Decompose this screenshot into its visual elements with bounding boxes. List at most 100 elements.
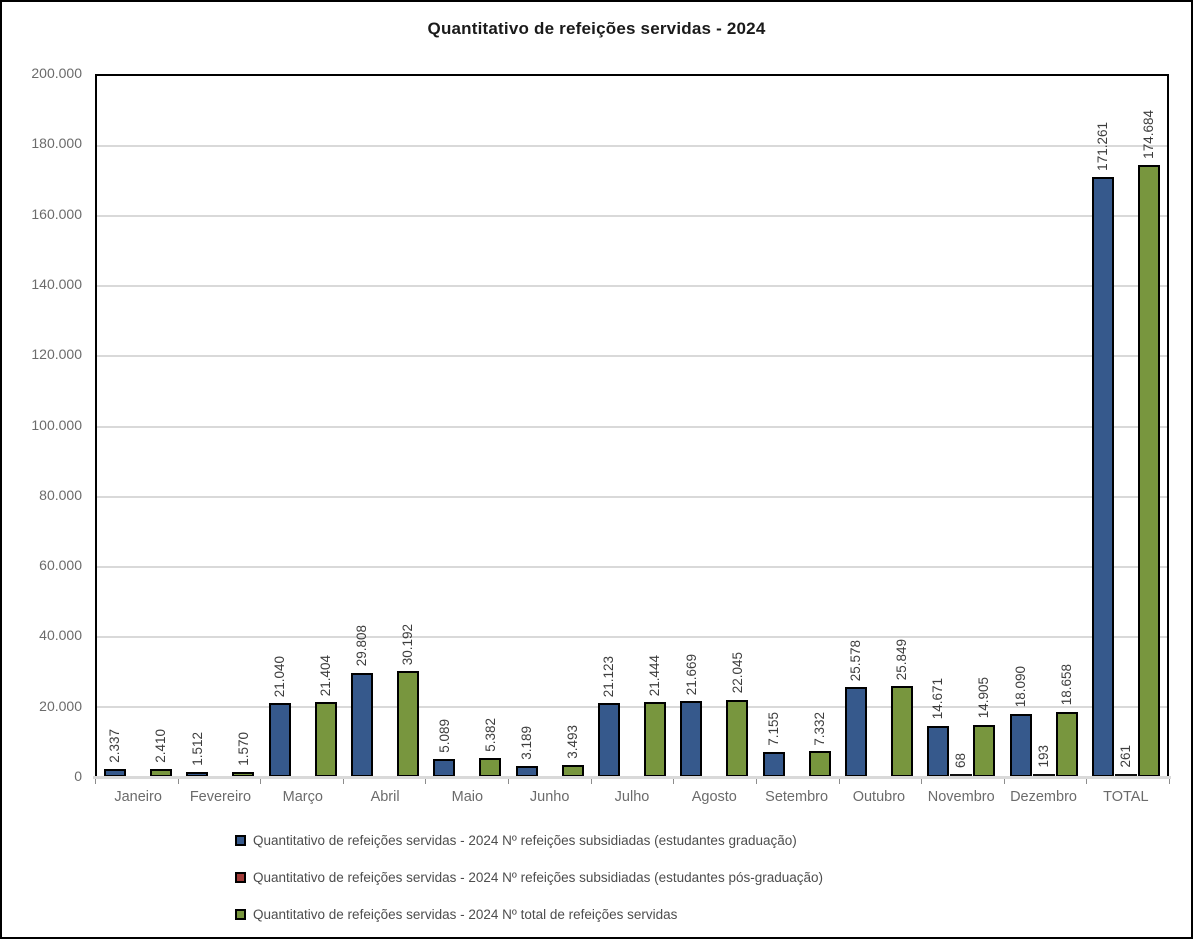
bar-label: 22.045 [727, 652, 747, 693]
bar-label: 21.669 [681, 654, 701, 695]
bar-junho-series3 [561, 764, 584, 777]
x-axis-label-dezembro: Dezembro [1010, 789, 1077, 805]
bar-label-text: 22.045 [729, 652, 745, 694]
gridline [97, 355, 1167, 358]
bar-label-text: 68 [953, 752, 969, 768]
x-axis-label-janeiro: Janeiro [114, 789, 162, 805]
legend-marker-icon [235, 834, 246, 846]
bar-label-text: 3.189 [518, 726, 534, 760]
bar-fevereiro-series1 [186, 771, 209, 777]
bar-maio-series3 [479, 758, 502, 777]
bar-label-text: 7.332 [811, 711, 827, 746]
chart-legend: Quantitativo de refeições servidas - 202… [235, 829, 823, 937]
y-axis-label: 200.000 [31, 65, 82, 81]
bar-label-text: 193 [1035, 745, 1051, 768]
legend-label: Quantitativo de refeições servidas - 202… [253, 869, 823, 885]
bar-label-text: 3.493 [564, 724, 580, 759]
gridline [97, 705, 1167, 708]
bar-label-text: 21.669 [683, 653, 699, 696]
bar-label: 171.261 [1093, 122, 1113, 171]
x-axis-line [93, 776, 1171, 779]
bar-label-text: 261 [1118, 745, 1134, 768]
bar-label-text: 7.155 [765, 712, 781, 746]
bar-outubro-series1 [844, 687, 867, 777]
bar-dezembro-series3 [1055, 711, 1078, 777]
y-axis-label: 160.000 [31, 205, 82, 222]
y-axis-label: 140.000 [31, 275, 82, 292]
x-axis-label-junho: Junho [529, 789, 570, 805]
plot-area: 2.337 2.410 1.512 1.570 21.040 21.404 29.808 30… [95, 74, 1169, 777]
bar-label-text: 21.404 [318, 654, 334, 696]
y-axis-label: 80.000 [39, 486, 82, 503]
bar-label: 174.684 [1139, 110, 1159, 159]
bar-label-text: 1.570 [235, 731, 251, 766]
bar-agosto-series3 [726, 699, 749, 777]
bar-label: 68 [951, 753, 971, 768]
bar-label: 5.382 [480, 718, 500, 752]
x-axis-tick [1003, 779, 1005, 784]
gridline [97, 285, 1167, 288]
bar-label-text: 21.444 [647, 654, 663, 696]
bar-maio-series1 [433, 759, 456, 777]
bar-total-series2 [1114, 774, 1137, 777]
x-axis-label-maio: Maio [451, 789, 484, 805]
bar-label: 18.090 [1011, 666, 1031, 707]
y-axis-label: 0 [74, 768, 82, 784]
chart-title: Quantitativo de refeições servidas - 202… [427, 19, 766, 38]
y-axis-label: 120.000 [31, 346, 82, 363]
gridline [97, 495, 1167, 498]
bar-setembro-series3 [808, 751, 831, 777]
bar-novembro-series2 [950, 774, 973, 777]
bar-label: 21.444 [645, 655, 665, 696]
x-axis-label-março: Março [282, 789, 323, 805]
bar-novembro-series1 [927, 725, 950, 777]
bar-label-text: 5.089 [436, 719, 452, 754]
x-axis-tick [177, 779, 179, 784]
y-axis-label: 20.000 [39, 697, 82, 714]
bar-label: 7.155 [764, 712, 784, 746]
gridline [97, 565, 1167, 568]
y-axis-label: 100.000 [31, 416, 82, 433]
legend-marker-icon [235, 908, 246, 920]
bar-label-text: 18.090 [1012, 666, 1028, 708]
x-axis-tick [590, 779, 592, 784]
bar-label: 25.578 [846, 640, 866, 681]
legend-item-1: Quantitativo de refeições servidas - 202… [235, 829, 823, 851]
bar-dezembro-series1 [1009, 713, 1032, 777]
bar-janeiro-series1 [104, 768, 127, 777]
x-axis-tick [921, 779, 923, 784]
x-axis-label-fevereiro: Fevereiro [189, 789, 252, 805]
legend-marker-icon [235, 871, 246, 883]
y-axis-label: 180.000 [31, 135, 82, 152]
gridline [97, 425, 1167, 428]
x-axis-label-agosto: Agosto [691, 789, 737, 805]
bar-label: 2.337 [105, 729, 125, 763]
bar-label: 29.808 [352, 625, 372, 666]
bar-label: 21.404 [316, 655, 336, 696]
bar-total-series1 [1091, 176, 1114, 777]
x-axis-tick [342, 779, 344, 784]
x-axis-label-total: TOTAL [1103, 789, 1149, 805]
legend-item-3: Quantitativo de refeições servidas - 202… [235, 903, 823, 925]
y-axis-label: 40.000 [39, 627, 82, 644]
bar-label-text: 2.410 [153, 728, 169, 763]
bar-label-text: 1.512 [189, 731, 205, 766]
bar-label-text: 171.261 [1095, 121, 1111, 171]
x-axis-tick [755, 779, 757, 784]
bar-março-series1 [268, 703, 291, 777]
bar-janeiro-series3 [150, 768, 173, 777]
bar-julho-series3 [644, 701, 666, 777]
bar-label: 2.410 [151, 729, 171, 763]
bar-label: 193 [1034, 745, 1054, 768]
bar-abril-series3 [397, 671, 420, 777]
bar-março-series3 [314, 701, 337, 777]
x-axis-label-abril: Abril [370, 789, 400, 805]
bar-setembro-series1 [762, 751, 785, 777]
bar-label-text: 14.671 [930, 678, 946, 720]
x-axis-tick [425, 779, 427, 784]
legend-label: Quantitativo de refeições servidas - 202… [253, 906, 678, 922]
bar-junho-series1 [515, 765, 538, 777]
bar-novembro-series3 [973, 724, 996, 777]
bar-abril-series1 [351, 672, 374, 777]
